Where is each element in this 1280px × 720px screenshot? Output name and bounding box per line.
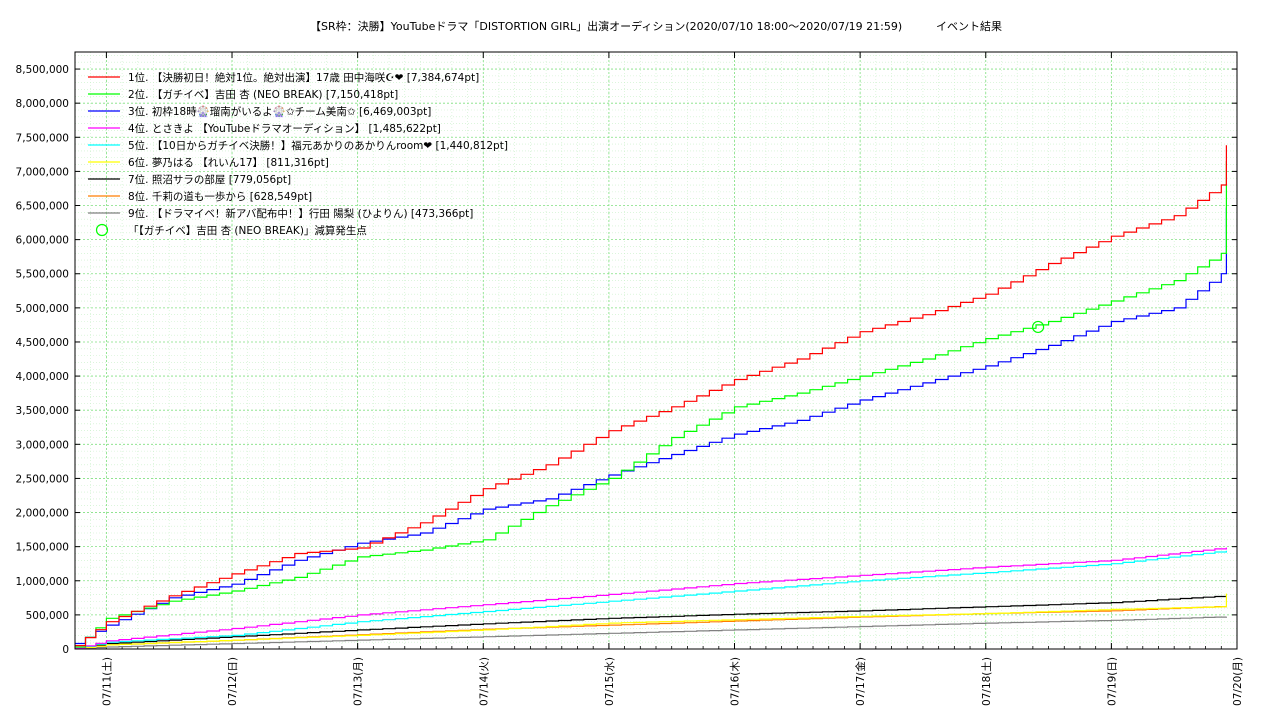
series-line (75, 595, 1227, 650)
x-tick-label: 07/15(水) (604, 657, 616, 706)
y-tick-label: 1,500,000 (16, 542, 69, 554)
y-tick-label: 5,000,000 (16, 303, 69, 315)
legend-label: 6位. 夢乃はる 【れいん17】 [811,316pt] (128, 156, 329, 169)
x-tick-label: 07/16(木) (730, 657, 742, 706)
y-tick-label: 4,000,000 (16, 371, 69, 383)
y-tick-label: 5,500,000 (16, 269, 69, 281)
deduction-marker (1031, 320, 1045, 334)
x-tick-label: 07/14(火) (478, 657, 490, 706)
x-tick-label: 07/11(土) (100, 657, 113, 706)
legend-label: 8位. 千莉の道も一歩から [628,549pt] (128, 190, 312, 203)
series-line (75, 616, 1227, 650)
y-axis: 0 500,000 1,000,000 1,500,000 2,000,000 2,500… (16, 64, 1237, 656)
plot-frame (74, 51, 1238, 650)
x-tick-label: 07/19(日) (1106, 657, 1118, 706)
y-tick-label: 8,500,000 (16, 64, 69, 76)
x-tick-label: 07/13(月) (353, 657, 365, 706)
y-tick-label: 3,000,000 (16, 439, 69, 451)
y-tick-label: 1,000,000 (16, 576, 69, 588)
series-line (75, 207, 1227, 645)
legend-label: 「【ガチイベ】吉田 杏 (NEO BREAK)」減算発生点 (128, 224, 367, 237)
series-lines (75, 145, 1227, 650)
legend-label: 5位. 【10日からガチイベ決勝！】福元あかりのあかりんroom❤︎ [1,44… (128, 139, 508, 152)
legend-label: 2位. 【ガチイベ】吉田 杏 (NEO BREAK) [7,150,418pt] (128, 88, 398, 101)
x-tick-label: 07/18(土) (980, 657, 993, 706)
series-line (75, 550, 1227, 649)
chart-subtitle: イベント結果 (936, 19, 1002, 33)
legend-label: 9位. 【ドラマイベ！新アバ配布中！】行田 陽梨 (ひよりん) [473,366… (128, 207, 473, 220)
x-tick-label: 07/20(月) (1232, 657, 1244, 706)
legend-label: 3位. 初枠18時🎡瑠南がいるよ🎡✩チーム美南✩ [6,469,003pt] (128, 105, 431, 118)
legend: 1位. 【決勝初日！絶対1位。絶対出演】17歳 田中海咲☪︎❤︎ [7,384,… (88, 71, 508, 237)
y-tick-label: 7,000,000 (16, 166, 69, 178)
legend-label: 7位. 照沼サラの部屋 [779,056pt] (128, 173, 291, 186)
series-line (75, 145, 1227, 647)
legend-marker (95, 223, 109, 237)
grid-lines (74, 52, 1238, 650)
series-line (75, 593, 1227, 650)
legend-label: 1位. 【決勝初日！絶対1位。絶対出演】17歳 田中海咲☪︎❤︎ [7,384,… (128, 71, 479, 84)
series-line (75, 161, 1227, 648)
y-tick-label: 6,500,000 (16, 201, 69, 213)
chart-title: 【SR枠：決勝】YouTubeドラマ「DISTORTION GIRL」出演オーデ… (310, 19, 902, 33)
y-tick-label: 2,000,000 (16, 508, 69, 520)
y-tick-label: 2,500,000 (16, 473, 69, 485)
x-axis: 07/11(土) 07/12(日) 07/13(月) 07/14(火) 07/15(水)… (74, 52, 1244, 706)
y-tick-label: 6,000,000 (16, 235, 69, 247)
y-tick-label: 0 (62, 644, 69, 656)
y-tick-label: 7,500,000 (16, 132, 69, 144)
series-line (75, 547, 1227, 649)
legend-label: 4位. とさきよ 【YouTubeドラマオーディション】 [1,485,622p… (128, 122, 441, 135)
x-tick-label: 07/17(金) (854, 657, 867, 706)
y-tick-label: 8,000,000 (16, 98, 69, 110)
y-tick-label: 500,000 (26, 610, 69, 622)
x-tick-label: 07/12(日) (227, 657, 239, 706)
y-tick-label: 3,500,000 (16, 405, 69, 417)
y-tick-label: 4,500,000 (16, 337, 69, 349)
